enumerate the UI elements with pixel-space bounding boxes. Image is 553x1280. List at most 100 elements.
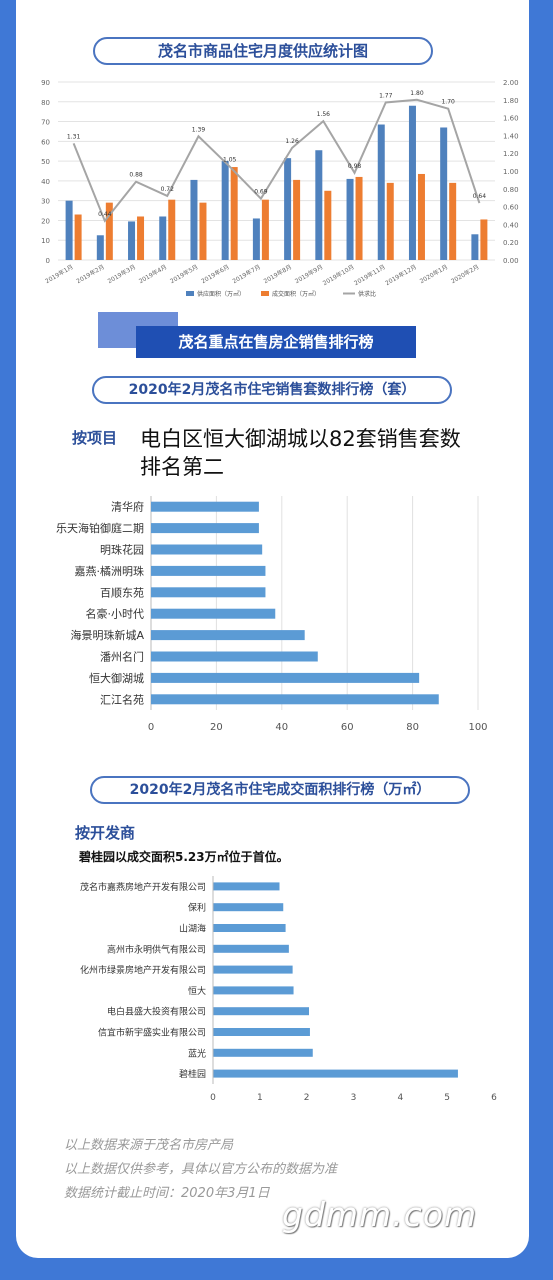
- chart2-y-label: 明珠花园: [100, 543, 144, 557]
- chart1-x-tick: 2019年11月: [353, 263, 387, 287]
- chart1-y-tick: 10: [41, 237, 50, 245]
- chart1-y2-tick: 1.00: [503, 168, 519, 176]
- chart1-ratio-label: 0.72: [161, 186, 175, 193]
- chart1-y-tick: 60: [41, 138, 50, 146]
- chart1-ratio-label: 1.80: [410, 90, 424, 97]
- chart2-bar: [151, 651, 318, 662]
- section3-subline: 碧桂园以成交面积5.23万㎡位于首位。: [79, 850, 289, 864]
- chart1-ratio-label: 0.64: [473, 193, 487, 200]
- chart3-y-label: 保利: [188, 902, 206, 914]
- chart1-supply-bar: [128, 221, 136, 260]
- chart3-y-label: 山湖海: [179, 923, 206, 935]
- chart1-supply-bar: [284, 158, 292, 260]
- chart1-supply-bar: [252, 218, 260, 260]
- chart1-y2-tick: 1.80: [503, 97, 519, 105]
- chart1-x-tick: 2019年9月: [293, 263, 324, 285]
- chart1-x-tick: 2020年1月: [418, 263, 449, 285]
- chart3-title: 2020年2月茂名市住宅成交面积排行榜（万㎡）: [90, 776, 470, 804]
- footer-line-1: 以上数据来源于茂名市房产局: [64, 1138, 234, 1153]
- chart1-supply-bar: [315, 150, 323, 260]
- chart3-y-label: 高州市永明供气有限公司: [107, 943, 206, 955]
- chart3-y-label: 恒大: [188, 985, 206, 997]
- chart1-y-tick: 90: [41, 79, 50, 87]
- section2-headline-2: 排名第二: [140, 455, 224, 479]
- chart3-x-tick: 0: [210, 1093, 216, 1103]
- chart1-deal-bar: [230, 167, 238, 260]
- chart3-bar: [213, 1048, 313, 1057]
- section2-headline-1: 电白区恒大御湖城以82套销售套数: [140, 427, 461, 451]
- chart3-x-tick: 1: [257, 1093, 263, 1103]
- chart1-deal-bar: [449, 182, 457, 260]
- chart2-y-label: 名豪·小时代: [86, 607, 145, 621]
- chart1-ratio-label: 1.56: [317, 111, 331, 118]
- chart3-bar: [213, 903, 284, 912]
- chart2-bar: [151, 587, 266, 598]
- chart1-y2-tick: 0.60: [503, 204, 519, 212]
- chart2-y-label: 海景明珠新城A: [70, 628, 144, 642]
- chart2-y-label: 恒大御湖城: [89, 671, 144, 685]
- chart3-bar: [213, 924, 286, 932]
- ranking-banner: 茂名重点在售房企销售排行榜: [98, 312, 434, 358]
- chart1-supply-bar: [221, 161, 229, 260]
- section2-label: 按项目: [72, 429, 118, 447]
- chart3-x-tick: 6: [491, 1093, 497, 1103]
- chart1-deal-bar: [261, 199, 269, 260]
- chart1-supply-bar: [190, 179, 198, 260]
- chart3-bar: [213, 944, 289, 953]
- chart3-x-tick: 5: [444, 1093, 450, 1103]
- chart2-x-tick: 80: [406, 722, 419, 733]
- chart1-x-tick: 2019年5月: [169, 263, 200, 285]
- chart2-x-tick: 20: [210, 722, 223, 733]
- deal-area-ranking-chart: 茂名市嘉燕房地产开发有限公司保利山湖海高州市永明供气有限公司化州市绿景房地产开发…: [80, 876, 497, 1103]
- chart1-legend-label: 成交面积（万㎡）: [272, 290, 320, 298]
- chart3-bar: [213, 1007, 310, 1016]
- chart1-supply-bar: [159, 216, 167, 260]
- chart3-y-label: 信宜市新宇盛实业有限公司: [98, 1027, 206, 1039]
- chart1-ratio-label: 1.26: [285, 138, 299, 145]
- chart1-deal-bar: [137, 216, 145, 260]
- chart1-deal-bar: [293, 179, 301, 260]
- chart1-ratio-label: 1.05: [223, 157, 237, 164]
- chart2-bar: [151, 608, 276, 619]
- chart2-y-label: 潘州名门: [100, 650, 144, 664]
- chart1-y-tick: 30: [41, 198, 50, 206]
- chart2-bar: [151, 694, 439, 705]
- chart3-y-label: 化州市绿景房地产开发有限公司: [80, 964, 206, 976]
- chart1-legend-label: 供求比: [358, 290, 376, 298]
- chart3-bar: [213, 882, 280, 891]
- chart1-x-tick: 2019年4月: [137, 263, 168, 285]
- chart2-bar: [151, 565, 266, 576]
- chart1-y2-tick: 0.40: [503, 221, 519, 229]
- chart1-x-tick: 2019年6月: [200, 263, 231, 285]
- chart2-x-tick: 60: [341, 722, 354, 733]
- chart1-deal-bar: [324, 190, 332, 260]
- chart1-ratio-label: 0.69: [254, 189, 268, 196]
- chart1-deal-bar: [386, 182, 394, 260]
- chart1-ratio-label: 1.31: [67, 133, 81, 140]
- chart1-x-tick: 2019年10月: [321, 263, 355, 287]
- chart3-x-tick: 3: [351, 1093, 357, 1103]
- chart2-bar: [151, 672, 420, 683]
- chart1-y-tick: 20: [41, 217, 50, 225]
- chart1-supply-bar: [408, 105, 416, 260]
- chart1-deal-bar: [74, 214, 82, 260]
- chart1-deal-bar: [168, 199, 176, 260]
- chart1-x-tick: 2019年7月: [231, 263, 262, 285]
- chart1-legend-swatch: [186, 291, 194, 296]
- chart1-y2-tick: 1.40: [503, 132, 519, 140]
- chart1-y2-tick: 0.80: [503, 186, 519, 194]
- chart3-y-label: 蓝光: [188, 1047, 206, 1059]
- chart2-y-label: 嘉燕·橘洲明珠: [75, 564, 145, 578]
- chart3-y-label: 茂名市嘉燕房地产开发有限公司: [80, 881, 206, 893]
- chart1-title: 茂名市商品住宅月度供应统计图: [93, 37, 433, 65]
- chart2-bar: [151, 501, 259, 512]
- chart1-ratio-label: 0.98: [348, 163, 362, 170]
- chart1-deal-bar: [355, 176, 363, 260]
- chart1-supply-bar: [377, 124, 385, 260]
- chart3-y-label: 电白县盛大投资有限公司: [107, 1006, 206, 1018]
- chart1-supply-bar: [440, 127, 448, 260]
- chart1-deal-bar: [417, 173, 425, 260]
- watermark: gdmm.com: [282, 1195, 478, 1234]
- chart1-deal-bar: [199, 202, 207, 260]
